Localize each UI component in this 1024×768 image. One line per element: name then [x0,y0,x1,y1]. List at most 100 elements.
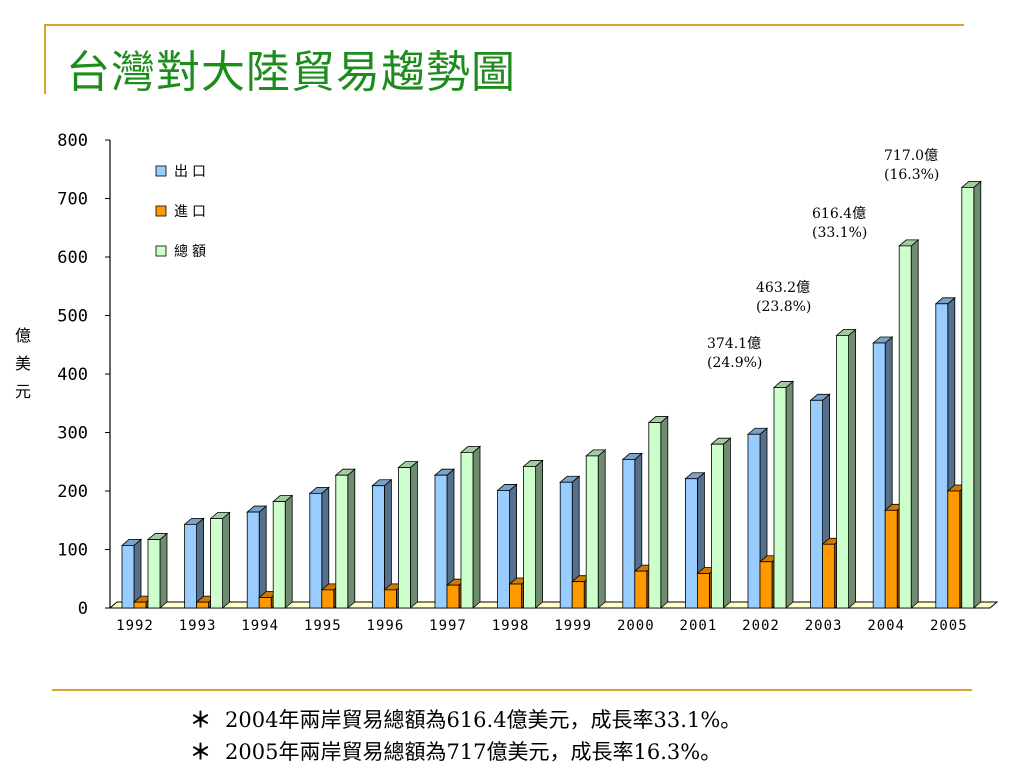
bar-side [973,180,982,609]
note-marker: ＊ [190,740,211,764]
data-annotation: (33.1%) [812,225,867,241]
bar-total [898,245,912,609]
bar-export [121,545,135,609]
top-rule [44,24,964,26]
data-annotation: (16.3%) [884,167,939,183]
x-tick-label: 1997 [429,618,467,634]
bar-total [836,334,849,609]
bar-side [535,459,543,609]
x-tick-label: 2002 [742,618,780,634]
bar-export [810,399,823,609]
x-tick-label: 2001 [680,618,718,634]
x-tick-label: 1999 [554,618,592,634]
bar-side [910,239,919,609]
bar-chart: 0 100 200 300 400 500 600 700 800 1992 1993 1994 199… [57,131,999,634]
legend-label: 總額 [174,243,210,260]
bar-total [147,539,161,609]
data-annotation: 463.2億 [756,280,810,296]
y-tick-label: 700 [57,190,88,210]
bar-total [648,422,662,609]
bar-side [284,494,293,609]
bar-export [246,511,260,609]
data-annotation: 717.0億 [884,148,938,164]
bar-total [210,518,224,609]
bar-import [133,601,147,609]
data-annotation: (23.8%) [756,299,811,315]
page-title: 台灣對大陸貿易趨勢圖 [66,47,516,98]
y-tick-label: 0 [78,599,88,619]
footnote-text: 2004年兩岸貿易總額為616.4億美元，成長率33.1%。 [225,708,742,732]
y-axis-label: 億美元 [14,326,31,401]
data-annotation: (24.9%) [707,355,762,371]
bar-export [434,474,448,609]
bar-import [697,573,710,609]
footnote-2: ＊ 2005年兩岸貿易總額為717億美元，成長率16.3%。 [190,736,721,766]
bar-import [822,543,835,609]
bar-import [947,490,961,609]
x-tick-label: 2000 [617,618,655,634]
bar-import [759,561,773,609]
x-tick-label: 2004 [867,618,905,634]
bar-total [335,474,349,609]
bar-export [872,342,886,609]
x-tick-label: 1994 [241,618,279,634]
y-tick-label: 100 [57,541,88,561]
x-tick-label: 2003 [805,618,843,634]
chart-floor [108,601,999,609]
bar-import [383,589,397,609]
bar-export [935,303,949,609]
bar-side [409,460,418,609]
footnote-text: 2005年兩岸貿易總額為717億美元，成長率16.3%。 [225,740,722,764]
bar-side [472,445,481,609]
note-marker: ＊ [190,708,211,732]
legend-swatch [155,165,167,177]
bar-import [884,509,898,609]
y-tick-label: 600 [57,248,88,268]
bar-export [309,492,323,609]
left-rule [44,24,46,94]
bar-total [272,501,286,609]
bar-import [634,570,648,609]
footnote-1: ＊ 2004年兩岸貿易總額為616.4億美元，成長率33.1%。 [190,704,741,734]
bar-export [685,478,698,609]
x-tick-label: 1995 [304,618,342,634]
bar-side [196,517,205,609]
bar-side [159,532,168,609]
bar-total [460,451,474,609]
legend-label: 進口 [174,204,210,220]
x-tick-label: 1998 [492,618,530,634]
bar-export [497,490,511,609]
bar-side [785,380,794,609]
x-tick-label: 1996 [367,618,405,634]
bar-side [848,328,856,609]
legend-swatch [155,205,167,217]
bar-side [660,415,669,609]
bar-import [196,601,210,609]
bar-total [523,466,536,609]
bar-export [622,459,636,609]
bar-side [723,437,731,609]
bar-import [321,589,335,609]
legend-swatch [155,245,167,257]
legend-label: 出口 [174,164,210,180]
x-tick-label: 2005 [930,618,968,634]
bar-total [773,387,787,609]
y-tick-label: 200 [57,482,88,502]
bar-total [711,443,724,609]
bar-side [597,449,606,609]
x-tick-label: 1993 [179,618,217,634]
bar-side [347,468,356,609]
bar-total [397,467,411,609]
y-tick-label: 300 [57,424,88,444]
y-tick-label: 500 [57,307,88,327]
bar-export [371,485,385,609]
data-annotation: 616.4億 [812,206,866,222]
bar-import [509,583,523,609]
bar-export [559,481,573,609]
y-tick-label: 800 [57,131,88,151]
bar-total [585,455,599,609]
bar-total [961,186,975,609]
x-tick-label: 1992 [116,618,154,634]
bar-export [184,523,198,609]
bottom-rule [52,689,972,691]
